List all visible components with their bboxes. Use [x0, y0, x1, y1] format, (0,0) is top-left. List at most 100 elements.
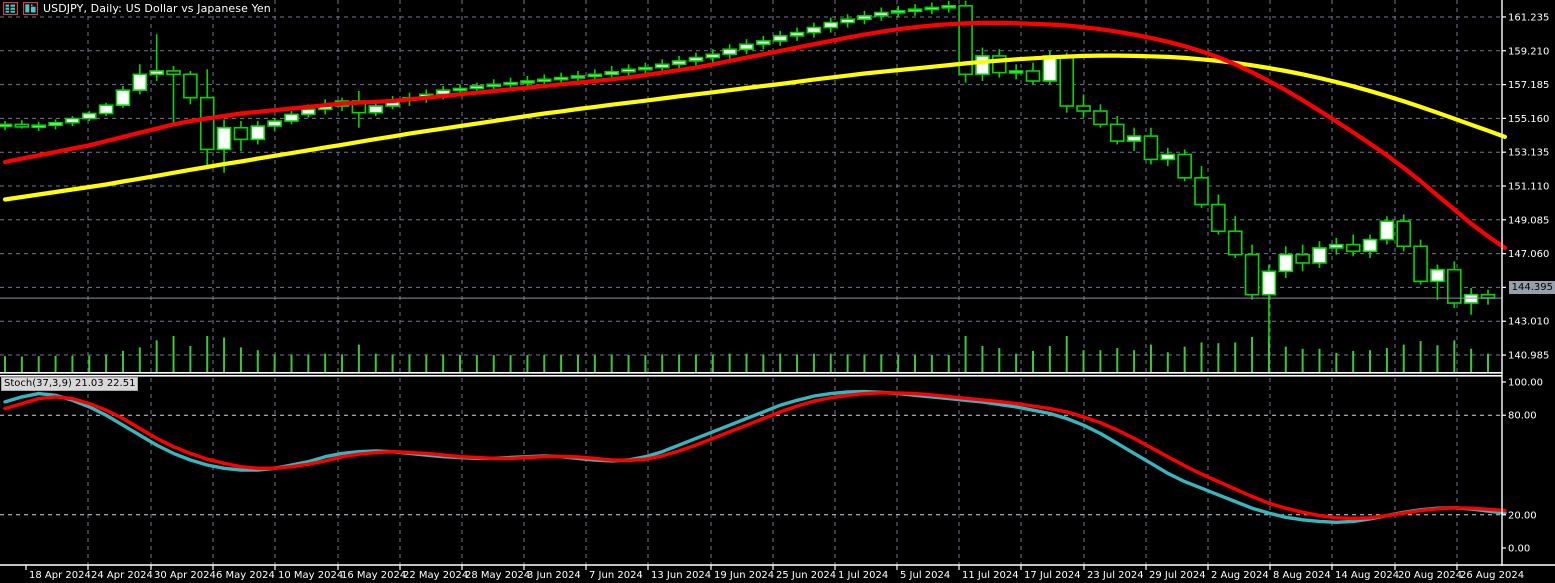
candlestick: [840, 14, 855, 28]
date-axis-label: 20 Aug 2024: [1398, 570, 1462, 581]
candlestick: [233, 121, 249, 152]
candlestick: [1362, 234, 1378, 258]
date-axis-label: 11 Jul 2024: [962, 570, 1019, 581]
candlestick: [1126, 127, 1142, 152]
date-axis-label: 1 Jul 2024: [838, 570, 888, 581]
date-axis-label: 5 Jul 2024: [900, 570, 950, 581]
candlestick: [14, 120, 30, 129]
candlestick: [1345, 234, 1361, 257]
candlestick: [250, 121, 266, 145]
current-price-tag: 144.395: [1508, 281, 1555, 294]
date-axis-label: 6 May 2024: [216, 570, 275, 581]
date-axis-label: 24 Apr 2024: [91, 570, 153, 581]
candlestick: [874, 7, 889, 21]
candlestick: [267, 117, 282, 132]
candlestick: [199, 69, 215, 168]
stochastic-indicator-label[interactable]: Stoch(37,3,9) 21.03 22.51: [1, 377, 139, 391]
candlestick: [890, 5, 906, 18]
candlestick: [638, 62, 653, 75]
date-axis-label: 18 Apr 2024: [29, 570, 91, 581]
candlestick: [31, 121, 47, 132]
price-axis-label: 149.085: [1508, 215, 1549, 226]
candlestick: [941, 0, 957, 13]
date-axis-label: 14 Aug 2024: [1335, 570, 1399, 581]
candlestick: [81, 111, 97, 122]
candlestick: [1396, 214, 1412, 252]
candlestick: [739, 39, 754, 55]
candlestick: [958, 0, 973, 83]
candlestick: [1076, 94, 1091, 118]
candlestick: [823, 17, 839, 33]
candlestick: [1227, 216, 1243, 258]
date-axis-label: 13 Jun 2024: [651, 570, 711, 581]
candlestick: [1413, 239, 1428, 285]
candlestick: [705, 49, 721, 63]
stochastic-k-line: [3, 389, 1507, 524]
candlestick: [48, 119, 63, 130]
candlestick: [789, 27, 805, 41]
price-axis-label: 155.160: [1508, 114, 1549, 125]
candlestick: [756, 35, 771, 50]
candlestick: [149, 34, 164, 81]
date-axis-label: 2 Aug 2024: [1211, 570, 1269, 581]
chart-header: USDJPY, Daily: US Dollar vs Japanese Yen: [0, 0, 271, 16]
date-axis-label: 22 May 2024: [403, 570, 468, 581]
date-axis-label: 30 Apr 2024: [154, 570, 216, 581]
price-axis-label: 143.010: [1508, 317, 1549, 328]
candlestick: [1312, 241, 1327, 268]
ma-fast-line: [2, 20, 1507, 250]
date-axis-label: 26 Aug 2024: [1460, 570, 1524, 581]
candlestick: [1059, 52, 1074, 113]
date-axis-label: 3 Jun 2024: [527, 570, 581, 581]
stochastic-axis-label: 100.00: [1508, 378, 1543, 389]
date-axis-label: 17 Jul 2024: [1024, 570, 1081, 581]
candlestick: [1295, 244, 1310, 272]
candlestick: [1211, 194, 1226, 235]
price-axis-label: 153.135: [1508, 148, 1549, 159]
candlestick: [115, 85, 131, 108]
candlestick: [604, 65, 619, 80]
price-axis-label: 147.060: [1508, 249, 1549, 260]
candlestick: [1261, 264, 1277, 344]
candlestick: [621, 64, 636, 76]
market-watch-icon[interactable]: [3, 1, 18, 15]
candlestick: [1025, 62, 1041, 85]
candlestick: [284, 111, 299, 125]
candlestick: [1008, 64, 1024, 80]
candlestick: [1194, 166, 1209, 208]
ma-slow-line: [2, 53, 1507, 202]
candlestick: [1463, 288, 1479, 315]
candlestick: [924, 2, 940, 15]
candlestick: [98, 102, 114, 117]
date-axis-label: 29 Jul 2024: [1149, 570, 1206, 581]
price-axis-label: 159.210: [1508, 46, 1549, 57]
candlestick: [1143, 127, 1159, 165]
date-axis-label: 25 Jun 2024: [776, 570, 836, 581]
candlestick: [1329, 237, 1344, 255]
data-window-icon[interactable]: [23, 1, 38, 15]
candlestick: [132, 64, 148, 95]
candlestick: [65, 116, 80, 127]
candlestick: [806, 22, 822, 38]
candlestick: [183, 70, 198, 105]
candlestick: [1160, 147, 1176, 167]
candlestick: [1093, 104, 1108, 128]
date-axis-label: 23 Jul 2024: [1087, 570, 1144, 581]
symbol-title: USDJPY, Daily: US Dollar vs Japanese Yen: [43, 1, 271, 15]
price-axis-label: 157.185: [1508, 80, 1549, 91]
candlestick: [1446, 261, 1462, 309]
candlestick: [772, 30, 788, 46]
candlestick: [1177, 149, 1192, 182]
date-axis-label: 7 Jun 2024: [589, 570, 643, 581]
candlestick: [722, 44, 737, 60]
date-axis-label: 10 May 2024: [278, 570, 343, 581]
price-axis-label: 140.985: [1508, 351, 1549, 362]
candlestick: [857, 10, 872, 25]
date-axis-label: 16 May 2024: [341, 570, 406, 581]
candlestick: [1379, 216, 1395, 245]
price-axis-label: 161.235: [1508, 12, 1549, 23]
candlestick: [671, 55, 687, 70]
candlestick: [0, 121, 13, 131]
